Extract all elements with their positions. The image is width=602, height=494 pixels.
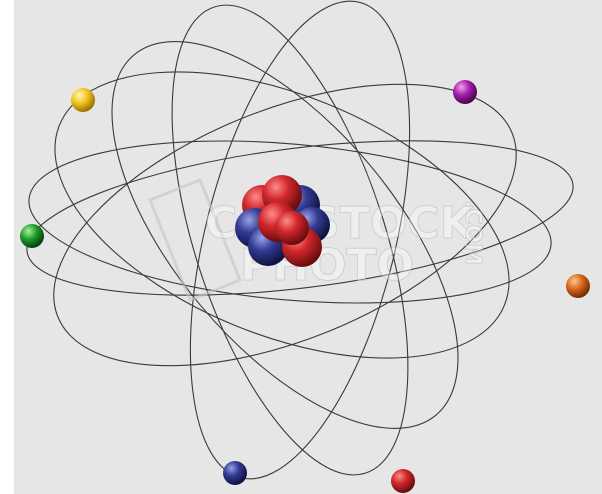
orbits — [26, 0, 574, 480]
electrons — [20, 80, 590, 493]
electron — [223, 461, 247, 485]
electron — [20, 224, 44, 248]
electron — [566, 274, 590, 298]
electron — [391, 469, 415, 493]
electron — [453, 80, 477, 104]
watermark-suffix: .COM — [460, 200, 485, 265]
electron — [71, 88, 95, 112]
nucleus — [235, 175, 330, 267]
